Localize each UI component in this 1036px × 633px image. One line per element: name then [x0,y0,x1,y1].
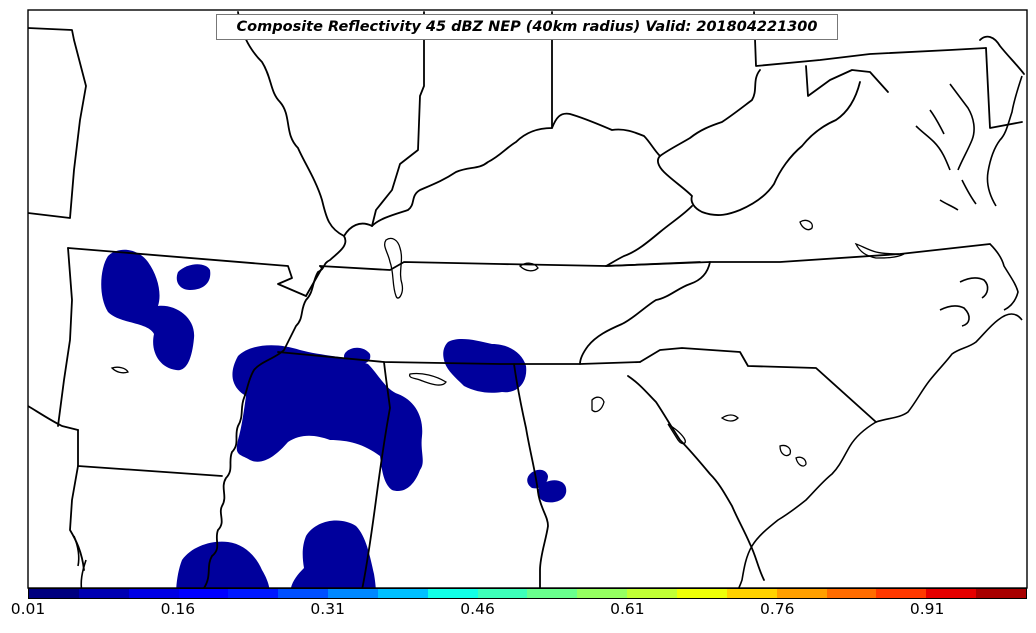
colorbar-segment [826,589,877,598]
colorbar-tick-label: 0.91 [909,600,945,618]
blob-arkansas-west [101,249,195,371]
blob-alabama-small-b [538,480,567,503]
colorbar-tick-label: 0.31 [310,600,345,618]
colorbar-tick-label: 0.76 [759,600,795,618]
colorbar-segment [278,589,329,598]
colorbar-segment [627,589,677,598]
blob-mississippi-south [290,520,376,588]
colorbar-segment [477,589,528,598]
colorbar-segment [577,589,628,598]
colorbar-tick-label: 0.01 [10,600,46,618]
blob-louisiana [176,541,270,588]
colorbar-segment [328,589,378,598]
colorbar-tick-label: 0.46 [460,600,495,618]
colorbar-segment [876,589,927,598]
colorbar-segment [726,589,777,598]
blob-mississippi-main [232,345,423,492]
colorbar-segment [926,589,977,598]
lakes [110,219,905,467]
map-title: Composite Reflectivity 45 dBZ NEP (40km … [216,14,838,40]
coastline [73,75,1023,588]
colorbar-segment [976,589,1026,598]
colorbar-ticks: 0.01 0.16 0.31 0.46 0.61 0.76 0.91 [0,600,1036,630]
colorbar-segment [776,589,827,598]
colorbar-segment [427,589,478,598]
map-frame [27,9,1028,589]
blob-arkansas-small [176,264,211,290]
colorbar-segment [78,589,129,598]
colorbar [28,588,1027,599]
blob-alabama-north [443,338,527,393]
colorbar-segment [527,589,578,598]
colorbar-segment [377,589,428,598]
colorbar-segment [676,589,727,598]
probability-regions [101,249,567,588]
blob-mississippi-tip [344,347,371,365]
colorbar-tick-label: 0.61 [610,600,645,618]
colorbar-segment [228,589,279,598]
state-boundaries [28,11,1025,588]
colorbar-segment [178,589,229,598]
colorbar-tick-label: 0.16 [160,600,196,618]
colorbar-segment [128,589,179,598]
colorbar-segment [29,589,79,598]
